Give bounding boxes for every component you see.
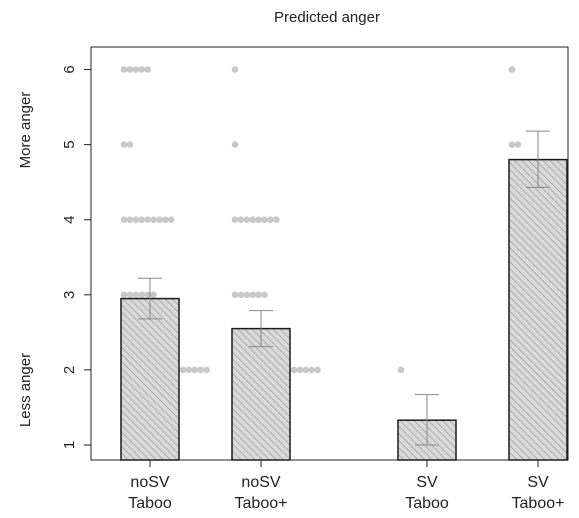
x-tick-label-line2: Taboo	[128, 495, 172, 512]
data-point	[150, 216, 157, 223]
data-point	[167, 216, 175, 223]
y-label-more-anger: More anger	[17, 92, 34, 169]
data-point	[273, 216, 280, 223]
y-tick-label: 2	[61, 366, 78, 374]
x-tick-label-line1: noSV	[130, 474, 169, 491]
y-label-less-anger: Less anger	[17, 353, 34, 427]
data-points	[120, 66, 522, 449]
error-bar-3	[526, 130, 550, 188]
x-tick-label-line2: Taboo+	[512, 495, 565, 512]
data-point	[296, 366, 304, 374]
data-point	[261, 291, 268, 299]
data-point	[120, 216, 128, 223]
data-point	[231, 216, 239, 223]
data-point	[132, 216, 140, 223]
data-point	[138, 66, 145, 73]
bar-3	[508, 158, 568, 461]
error-bar-2	[415, 394, 439, 446]
data-point	[179, 366, 187, 374]
y-tick-label: 5	[61, 140, 78, 148]
plot-frame	[90, 46, 569, 461]
data-point	[126, 66, 134, 73]
data-point	[237, 291, 245, 299]
data-point	[120, 66, 128, 73]
data-point	[508, 141, 516, 148]
error-bar-0	[138, 277, 162, 320]
data-point	[120, 291, 128, 299]
data-point	[231, 291, 239, 299]
data-point	[138, 291, 145, 299]
x-tick-label-line2: Taboo+	[235, 495, 288, 512]
data-point	[243, 216, 251, 223]
data-point	[255, 291, 262, 299]
data-point	[231, 66, 239, 73]
data-point	[255, 216, 262, 223]
bar-1	[231, 327, 291, 461]
data-point	[191, 366, 199, 374]
data-point	[261, 216, 268, 223]
y-tick-label: 6	[61, 65, 78, 73]
chart-title: Predicted anger	[274, 9, 380, 26]
data-point	[144, 291, 151, 299]
data-point	[203, 366, 210, 374]
data-point	[132, 291, 140, 299]
data-point	[197, 366, 204, 374]
data-point	[249, 291, 256, 299]
data-point	[514, 141, 522, 148]
error-bars	[138, 130, 550, 446]
data-point	[126, 291, 134, 299]
data-point	[144, 216, 151, 223]
data-point	[237, 216, 245, 223]
data-point	[508, 66, 516, 73]
data-point	[162, 216, 169, 223]
y-tick-label: 4	[61, 216, 78, 224]
data-point	[144, 66, 151, 73]
data-point	[308, 366, 316, 374]
data-point	[156, 216, 163, 223]
data-point	[138, 216, 145, 223]
x-tick-label-line2: Taboo	[405, 495, 449, 512]
x-tick-label-line1: noSV	[241, 474, 280, 491]
y-tick-label: 3	[61, 291, 78, 299]
x-tick-label-line1: SV	[527, 474, 549, 491]
error-bar-1	[249, 310, 273, 348]
y-tick-label: 1	[61, 441, 78, 449]
data-point	[120, 141, 128, 148]
x-tick-label-line1: SV	[416, 474, 438, 491]
data-point	[290, 366, 298, 374]
data-point	[185, 366, 193, 374]
data-point	[249, 216, 256, 223]
data-point	[314, 366, 321, 374]
x-axis: noSV Taboo noSV Taboo+ SV Taboo SV Taboo+	[128, 460, 564, 512]
data-point	[231, 141, 239, 148]
data-point	[126, 141, 134, 148]
data-point	[132, 66, 140, 73]
data-point	[150, 291, 157, 299]
data-point	[126, 216, 134, 223]
data-point	[267, 216, 274, 223]
data-point	[302, 366, 310, 374]
data-point	[243, 291, 251, 299]
bar-0	[120, 297, 180, 461]
y-axis: 1 2 3 4 5 6	[61, 65, 91, 449]
data-point	[397, 366, 405, 374]
bars	[120, 158, 568, 461]
